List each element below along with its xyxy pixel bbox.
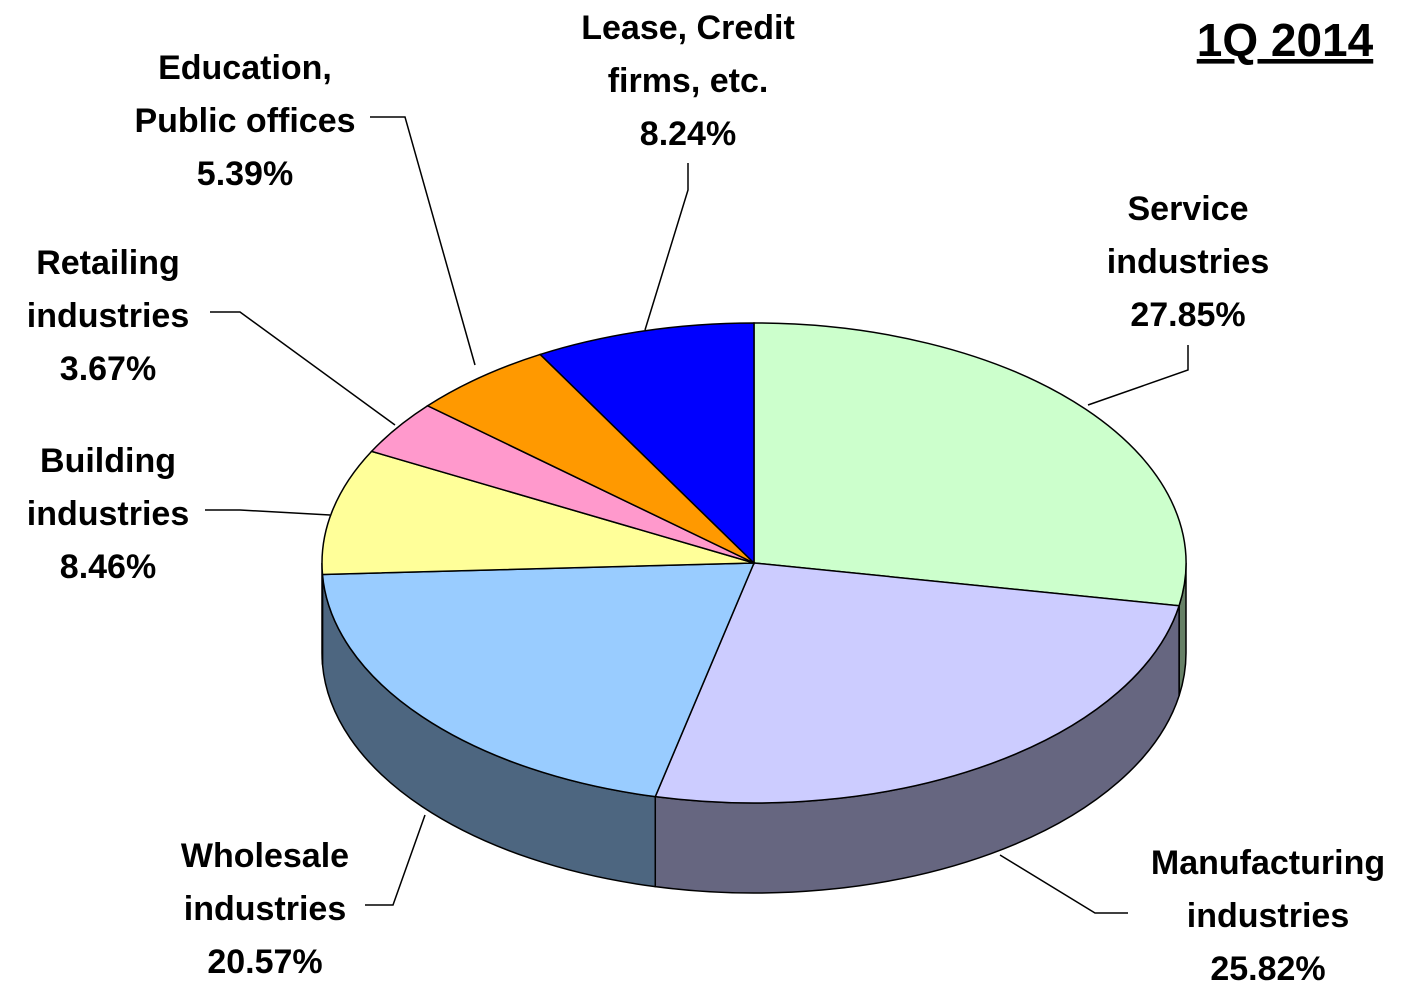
pie-slice [426,353,755,564]
pie-slice [538,322,755,565]
label-line: industries [27,495,189,533]
data-label: Wholesale industries 20.57% [181,837,349,981]
value-label: 3.67% [60,350,156,388]
pie-slice [753,322,1187,607]
pie-tops [321,322,1187,804]
leader-line [1087,345,1189,406]
leader-line [644,163,689,331]
data-label: Education, Public offices 5.39% [134,49,355,193]
label-line: industries [27,297,189,335]
label-line: Service [1128,190,1249,228]
pie-slice [321,562,756,798]
leader-line [210,311,396,426]
data-label: Retailing industries 3.67% [27,244,189,388]
leader-line [205,509,331,516]
label-line: Wholesale [181,837,349,875]
value-label: 27.85% [1130,296,1245,334]
data-label: Service industries 27.85% [1107,190,1269,334]
label-line: firms, etc. [608,62,769,100]
value-label: 5.39% [197,155,293,193]
value-label: 20.57% [207,943,322,981]
value-label: 8.24% [640,115,736,153]
label-line: Education, [158,49,332,87]
label-line: Lease, Credit [581,9,795,47]
value-label: 8.46% [60,548,156,586]
pie-slice [654,562,1181,804]
leader-line [370,116,476,366]
data-label: Lease, Credit firms, etc. 8.24% [581,9,795,153]
label-line: Retailing [36,244,180,282]
chart-title: 1Q 2014 [1197,14,1374,66]
data-label: Manufacturing industries 25.82% [1151,844,1385,982]
label-line: industries [1187,897,1349,935]
leader-line [999,854,1128,914]
pie-slice [321,450,755,576]
label-line: industries [184,890,346,928]
value-label: 25.82% [1210,950,1325,982]
label-line: Manufacturing [1151,844,1385,882]
data-label: Building industries 8.46% [27,442,189,586]
label-line: Building [40,442,176,480]
label-line: Public offices [134,102,355,140]
leader-line [365,814,426,906]
label-line: industries [1107,243,1269,281]
